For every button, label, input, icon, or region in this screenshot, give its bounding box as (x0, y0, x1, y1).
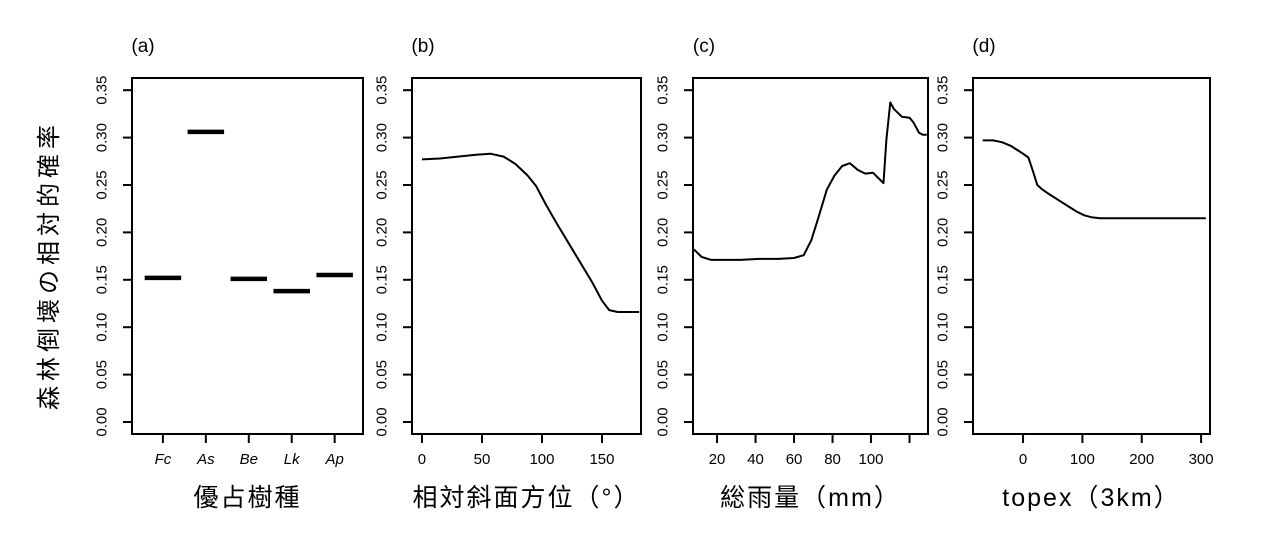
panel-c: (c) 0.00 0.05 0.10 0.15 0.20 0.25 0.30 0.35 20 40 6… (655, 36, 929, 512)
category-label: As (196, 451, 215, 468)
y-tick-label: 0.15 (94, 265, 111, 294)
y-tick-label: 0.30 (935, 123, 952, 152)
y-tick-label: 0.25 (655, 170, 672, 199)
panel-a: (a) 0.00 0.05 0.10 0.15 0.20 0.25 0.30 0.35 Fc As B… (94, 36, 364, 512)
category-label: Fc (155, 451, 172, 468)
y-tick-label: 0.00 (94, 407, 111, 436)
y-tick-label: 0.10 (94, 313, 111, 342)
y-tick-label: 0.25 (935, 170, 952, 199)
smooth-effect-line (982, 139, 1206, 220)
x-axis-title: topex（3km） (1002, 484, 1180, 512)
plot-box (692, 77, 929, 435)
x-axis-title: 総雨量（mm） (720, 484, 901, 512)
plot-box (411, 77, 642, 435)
y-axis-title: 森林倒壊の相対的確率 (36, 120, 63, 410)
category-label: Be (240, 451, 258, 468)
y-tick-label: 0.20 (374, 218, 391, 247)
y-tick-label: 0.20 (94, 218, 111, 247)
x-tick-label: 100 (859, 451, 884, 468)
panel-d: (d) 0.00 0.05 0.10 0.15 0.20 0.25 0.30 0.35 0 100 2… (935, 36, 1214, 512)
y-tick-label: 0.30 (655, 123, 672, 152)
y-tick-label: 0.20 (935, 218, 952, 247)
plot-box (131, 77, 364, 435)
x-tick-label: 0 (1019, 451, 1027, 468)
y-tick-label: 0.20 (655, 218, 672, 247)
category-label: Ap (324, 451, 343, 468)
x-tick-label: 40 (747, 451, 764, 468)
smooth-effect-line (421, 152, 640, 313)
x-tick-label: 150 (589, 451, 614, 468)
y-tick-label: 0.00 (655, 407, 672, 436)
panel-b: (b) 0.00 0.05 0.10 0.15 0.20 0.25 0.30 0.35 0 50 10… (374, 36, 642, 512)
y-tick-label: 0.15 (374, 265, 391, 294)
y-tick-label: 0.15 (655, 265, 672, 294)
x-tick-label: 50 (474, 451, 491, 468)
y-tick-label: 0.05 (935, 360, 952, 389)
y-tick-label: 0.05 (655, 360, 672, 389)
plot-box (972, 77, 1211, 435)
y-tick-label: 0.25 (94, 170, 111, 199)
smooth-effect-line (693, 101, 927, 261)
y-tick-label: 0.10 (935, 313, 952, 342)
y-tick-label: 0.00 (374, 407, 391, 436)
y-tick-label: 0.15 (935, 265, 952, 294)
y-tick-label: 0.30 (374, 123, 391, 152)
panel-title: (d) (972, 36, 995, 57)
y-tick-label: 0.10 (374, 313, 391, 342)
category-label: Lk (284, 451, 301, 468)
x-tick-label: 100 (529, 451, 554, 468)
x-tick-label: 300 (1189, 451, 1214, 468)
y-tick-label: 0.00 (935, 407, 952, 436)
x-tick-label: 200 (1129, 451, 1154, 468)
x-axis-title: 優占樹種 (193, 484, 301, 512)
y-tick-label: 0.30 (94, 123, 111, 152)
y-tick-label: 0.25 (374, 170, 391, 199)
x-axis-title: 相対斜面方位（°） (413, 484, 641, 512)
x-tick-label: 20 (709, 451, 726, 468)
y-tick-label: 0.35 (94, 76, 111, 105)
y-tick-label: 0.10 (655, 313, 672, 342)
x-tick-label: 100 (1070, 451, 1095, 468)
x-tick-label: 60 (786, 451, 803, 468)
y-tick-label: 0.05 (374, 360, 391, 389)
panel-title: (a) (131, 36, 154, 57)
y-tick-label: 0.35 (935, 76, 952, 105)
x-tick-label: 80 (824, 451, 841, 468)
y-tick-label: 0.05 (94, 360, 111, 389)
x-tick-label: 0 (418, 451, 426, 468)
y-tick-label: 0.35 (655, 76, 672, 105)
y-tick-label: 0.35 (374, 76, 391, 105)
panel-title: (b) (411, 36, 434, 57)
panel-title: (c) (693, 36, 715, 57)
